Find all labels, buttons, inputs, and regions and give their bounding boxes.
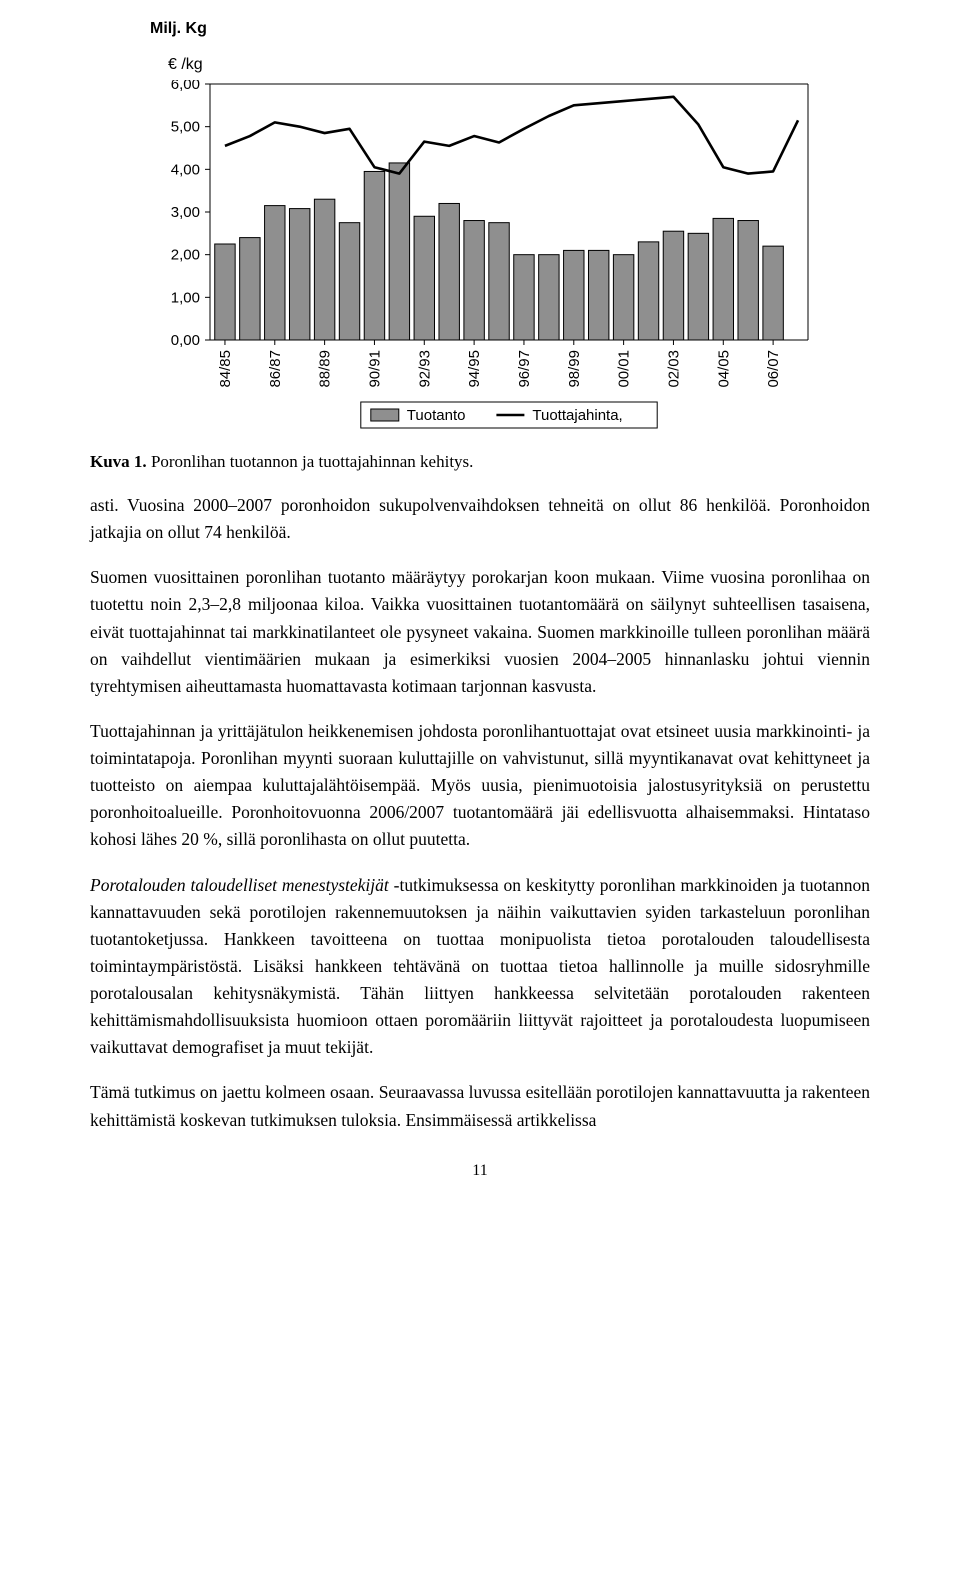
italic-lead: Porotalouden taloudelliset menestystekij… [90, 875, 389, 895]
svg-text:04/05: 04/05 [715, 350, 732, 388]
svg-text:4,00: 4,00 [171, 161, 200, 178]
body-text: asti. Vuosina 2000–2007 poronhoidon suku… [90, 492, 870, 1134]
svg-text:5,00: 5,00 [171, 119, 200, 136]
svg-text:00/01: 00/01 [616, 350, 633, 388]
svg-text:02/03: 02/03 [665, 350, 682, 388]
caption-text: Poronlihan tuotannon ja tuottajahinnan k… [147, 452, 474, 471]
svg-text:2,00: 2,00 [171, 247, 200, 264]
caption-prefix: Kuva 1. [90, 452, 147, 471]
svg-text:86/87: 86/87 [267, 350, 284, 388]
paragraph: Porotalouden taloudelliset menestystekij… [90, 872, 870, 1062]
svg-text:06/07: 06/07 [765, 350, 782, 388]
svg-text:Tuotanto: Tuotanto [407, 407, 466, 424]
chart-plot: 0,00 1,00 2,00 3,00 4,00 5,00 6,00 84/85 86/87 88… [150, 80, 870, 440]
page-number: 11 [90, 1162, 870, 1180]
chart-container: Milj. Kg € /kg 0,00 1,00 2,00 3,00 4,00 5,00 6… [150, 20, 870, 440]
paragraph: Tuottajahinnan ja yrittäjätulon heikkene… [90, 718, 870, 854]
svg-text:Tuottajahinta,: Tuottajahinta, [532, 407, 622, 424]
paragraph-rest: -tutkimuksessa on keskitytty poronlihan … [90, 875, 870, 1058]
svg-text:6,00: 6,00 [171, 80, 200, 93]
svg-text:90/91: 90/91 [366, 350, 383, 388]
svg-text:84/85: 84/85 [217, 350, 234, 388]
svg-text:96/97: 96/97 [516, 350, 533, 388]
paragraph: Suomen vuosittainen poronlihan tuotanto … [90, 564, 870, 700]
svg-text:92/93: 92/93 [416, 350, 433, 388]
paragraph: Tämä tutkimus on jaettu kolmeen osaan. S… [90, 1079, 870, 1133]
svg-text:94/95: 94/95 [466, 350, 483, 388]
svg-text:3,00: 3,00 [171, 204, 200, 221]
svg-text:1,00: 1,00 [171, 289, 200, 306]
paragraph: asti. Vuosina 2000–2007 poronhoidon suku… [90, 492, 870, 546]
svg-text:88/89: 88/89 [317, 350, 334, 388]
figure-caption: Kuva 1. Poronlihan tuotannon ja tuottaja… [90, 452, 870, 472]
y-axis-title-primary: Milj. Kg [150, 20, 207, 38]
svg-text:0,00: 0,00 [171, 332, 200, 349]
svg-text:98/99: 98/99 [566, 350, 583, 388]
y-axis-title-secondary: € /kg [168, 56, 203, 74]
